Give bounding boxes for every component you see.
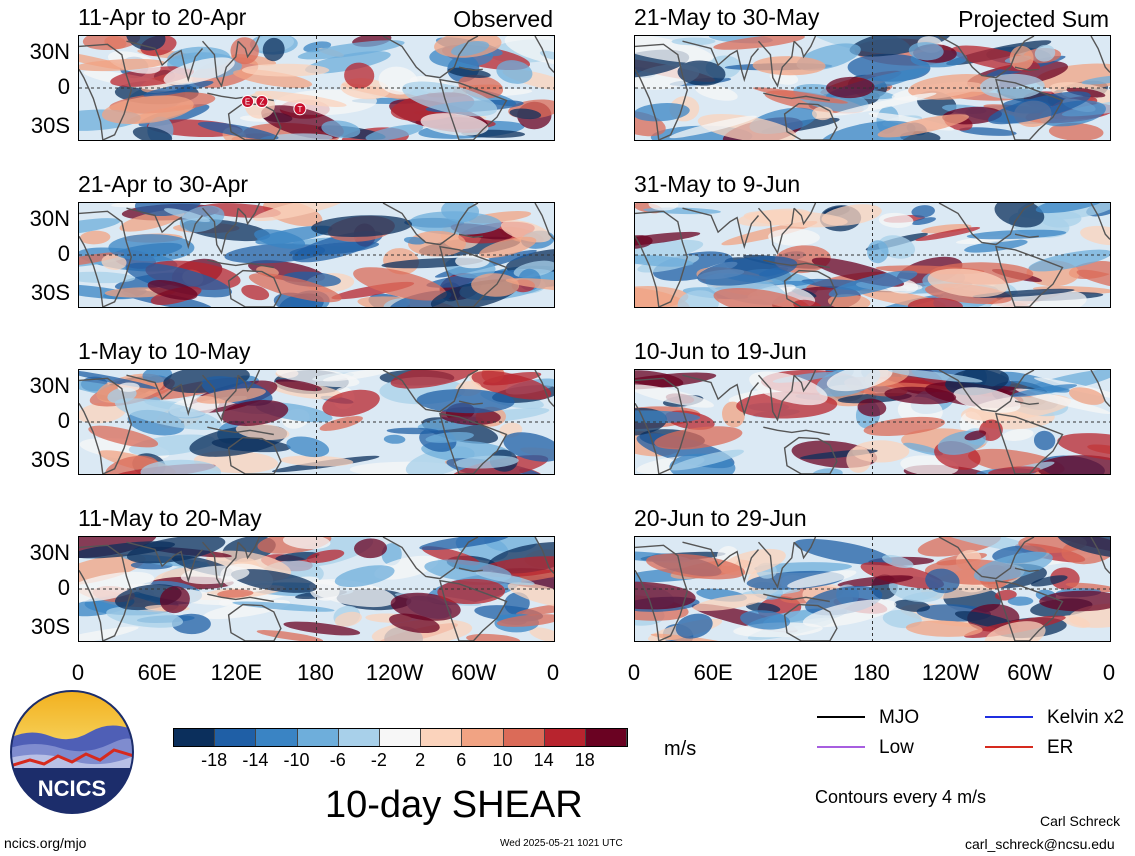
colorbar-label: 2 bbox=[415, 750, 426, 770]
storm-marker: T bbox=[293, 102, 307, 116]
panel-title: 31-May to 9-Jun bbox=[634, 171, 801, 197]
colorbar-segment bbox=[462, 729, 504, 746]
svg-text:T: T bbox=[297, 105, 302, 114]
shear-map-p3 bbox=[78, 369, 555, 475]
lon-label: 180 bbox=[853, 660, 890, 685]
storm-marker: E bbox=[241, 95, 255, 108]
lon-label: 120W bbox=[921, 660, 980, 685]
lat-label: 30S bbox=[30, 280, 70, 305]
panel-title: 21-Apr to 30-Apr bbox=[78, 171, 249, 197]
legend-line bbox=[985, 746, 1033, 748]
panel-title: 21-May to 30-May bbox=[634, 4, 820, 30]
lat-label: 30S bbox=[30, 113, 70, 138]
lon-label: 0 bbox=[546, 660, 560, 685]
legend-line bbox=[985, 716, 1033, 718]
lon-label: 0 bbox=[627, 660, 641, 685]
colorbar-segment bbox=[297, 729, 339, 746]
footer-email: carl_schreck@ncsu.edu bbox=[965, 836, 1115, 852]
lon-label: 120E bbox=[210, 660, 263, 685]
shear-map-p4 bbox=[78, 536, 555, 642]
colorbar-segment bbox=[174, 729, 216, 746]
svg-text:Z: Z bbox=[259, 98, 264, 107]
lat-label: 0 bbox=[57, 74, 70, 99]
lon-label: 120W bbox=[365, 660, 424, 685]
lat-label: 0 bbox=[57, 241, 70, 266]
lat-label: 30N bbox=[29, 39, 70, 64]
lat-label: 0 bbox=[57, 408, 70, 433]
shear-map-p7 bbox=[634, 369, 1111, 475]
lon-label: 60W bbox=[451, 660, 497, 685]
lon-label: 60E bbox=[693, 660, 733, 685]
lat-label: 30N bbox=[29, 540, 70, 565]
colorbar-segment bbox=[379, 729, 422, 746]
footer-author: Carl Schreck bbox=[1040, 813, 1121, 829]
panel-title: 1-May to 10-May bbox=[78, 338, 251, 364]
svg-text:E: E bbox=[245, 98, 250, 107]
shear-map-p5 bbox=[634, 35, 1111, 141]
panel-title: 20-Jun to 29-Jun bbox=[634, 505, 807, 531]
lat-label: 30S bbox=[30, 447, 70, 472]
colorbar-unit: m/s bbox=[664, 738, 697, 760]
colorbar-label: -2 bbox=[370, 750, 387, 770]
shear-map-p8 bbox=[634, 536, 1111, 642]
colorbar-segment bbox=[256, 729, 298, 746]
lat-label: 30S bbox=[30, 614, 70, 639]
panel-title: 11-May to 20-May bbox=[78, 505, 262, 531]
lon-label: 180 bbox=[297, 660, 334, 685]
colorbar-label: -6 bbox=[329, 750, 346, 770]
legend-label: ER bbox=[1047, 737, 1074, 758]
contour-note: Contours every 4 m/s bbox=[815, 787, 987, 807]
colorbar-segment bbox=[338, 729, 380, 746]
panel-title: 10-Jun to 19-Jun bbox=[634, 338, 807, 364]
colorbar-label: 14 bbox=[533, 750, 554, 770]
shear-map-p2 bbox=[78, 202, 555, 308]
logo-text: NCICS bbox=[38, 776, 106, 801]
footer-url: ncics.org/mjo bbox=[4, 835, 87, 851]
colorbar-label: 18 bbox=[574, 750, 595, 770]
lon-label: 120E bbox=[766, 660, 819, 685]
ncics-logo: NCICS bbox=[10, 690, 134, 814]
legend-line bbox=[817, 716, 865, 718]
legend-label: Kelvin x2 bbox=[1047, 707, 1125, 728]
colorbar-label: 6 bbox=[456, 750, 467, 770]
panel-tag: Observed bbox=[453, 6, 553, 32]
legend-line bbox=[817, 746, 865, 748]
colorbar-segment bbox=[215, 729, 257, 746]
colorbar-segment bbox=[421, 729, 463, 746]
colorbar-label: -14 bbox=[242, 750, 269, 770]
colorbar-segment bbox=[585, 729, 628, 746]
colorbar bbox=[173, 728, 628, 747]
lon-label: 60E bbox=[137, 660, 177, 685]
legend-label: Low bbox=[879, 737, 914, 758]
panel-title: 11-Apr to 20-Apr bbox=[78, 4, 247, 30]
colorbar-segment bbox=[503, 729, 545, 746]
colorbar-segment bbox=[544, 729, 586, 746]
legend-label: MJO bbox=[879, 707, 920, 728]
lat-label: 30N bbox=[29, 206, 70, 231]
colorbar-label: -18 bbox=[201, 750, 228, 770]
footer-timestamp: Wed 2025-05-21 1021 UTC bbox=[500, 838, 623, 849]
main-title: 10-day SHEAR bbox=[325, 784, 583, 826]
panel-tag: Projected Sum bbox=[958, 6, 1109, 32]
lon-label: 0 bbox=[71, 660, 85, 685]
lat-label: 0 bbox=[57, 575, 70, 600]
shear-map-p6 bbox=[634, 202, 1111, 308]
lon-label: 0 bbox=[1102, 660, 1116, 685]
colorbar-label: -10 bbox=[283, 750, 310, 770]
colorbar-label: 10 bbox=[492, 750, 513, 770]
lat-label: 30N bbox=[29, 373, 70, 398]
storm-marker: Z bbox=[255, 95, 269, 108]
lon-label: 60W bbox=[1007, 660, 1053, 685]
